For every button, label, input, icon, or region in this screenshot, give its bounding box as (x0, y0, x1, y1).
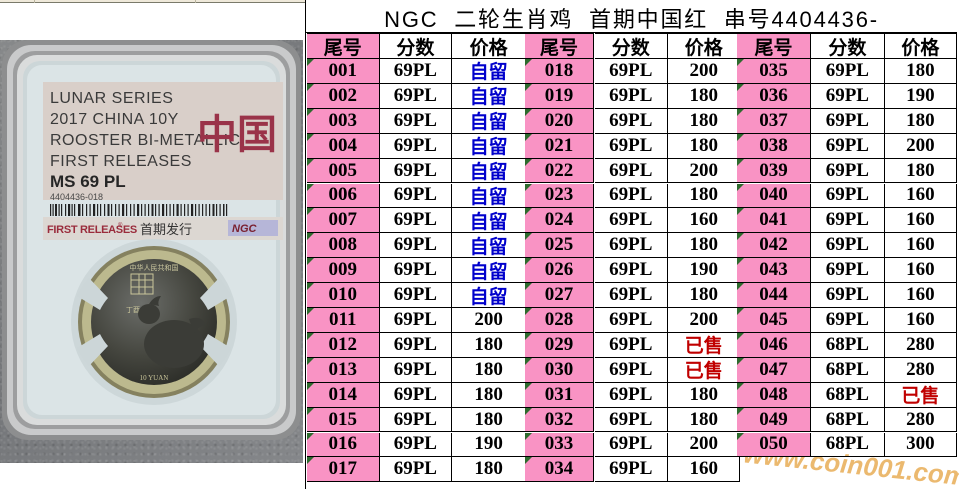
svg-text:FIRST RELEASES: FIRST RELEASES (50, 153, 192, 170)
svg-text:®: ® (118, 222, 123, 229)
svg-text:中华人民共和国: 中华人民共和国 (130, 263, 179, 272)
svg-text:10 YUAN: 10 YUAN (140, 374, 169, 382)
svg-text:4404436-018: 4404436-018 (50, 192, 103, 202)
svg-text:NGC: NGC (232, 223, 258, 235)
svg-text:中国: 中国 (197, 112, 277, 157)
svg-text:丁酉: 丁酉 (126, 306, 140, 314)
svg-text:2017 CHINA 10Y: 2017 CHINA 10Y (50, 111, 179, 128)
svg-text:首期发行: 首期发行 (140, 222, 192, 237)
svg-text:FIRST RELEASES: FIRST RELEASES (47, 224, 137, 236)
svg-text:MS 69 PL: MS 69 PL (50, 172, 126, 191)
svg-text:LUNAR SERIES: LUNAR SERIES (50, 90, 173, 107)
